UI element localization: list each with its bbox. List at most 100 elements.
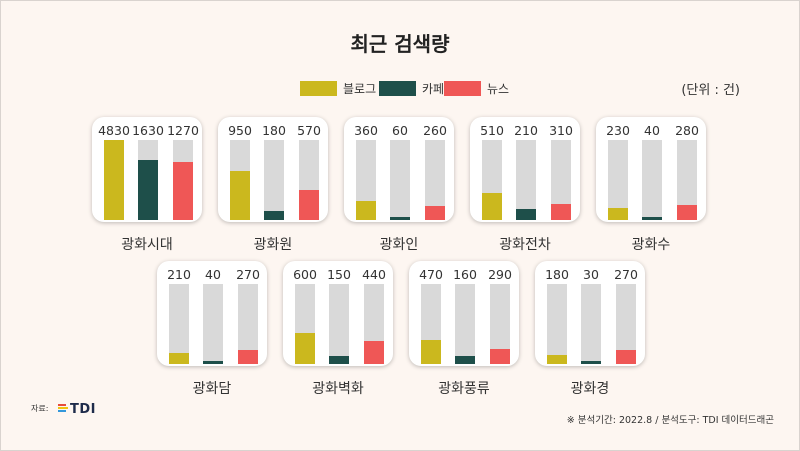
bar-track-cafe (581, 284, 601, 364)
bar-cafe (138, 160, 158, 220)
value-label-news: 310 (549, 123, 573, 138)
bar-news (677, 205, 697, 220)
bar-track-blog (547, 284, 567, 364)
bar-track-blog (230, 140, 250, 220)
bar-news (173, 162, 193, 220)
value-label-cafe: 160 (453, 267, 477, 282)
bar-track-blog (169, 284, 189, 364)
bar-blog (104, 140, 124, 220)
bar-track-news (616, 284, 636, 364)
logo-text: TDI (70, 402, 96, 417)
category-label: 광화인 (379, 237, 419, 253)
bar-blog (169, 353, 189, 364)
category-label: 광화담 (192, 381, 232, 397)
bar-cafe (390, 217, 410, 220)
value-label-news: 260 (423, 123, 447, 138)
bar-news (551, 204, 571, 220)
bar-blog (230, 171, 250, 220)
bar-blog (295, 333, 315, 364)
bar-track-cafe (516, 140, 536, 220)
bar-track-news (238, 284, 258, 364)
bar-cafe (642, 217, 662, 220)
bar-track-blog (608, 140, 628, 220)
value-label-cafe: 180 (262, 123, 286, 138)
bar-news (238, 350, 258, 364)
value-label-blog: 510 (480, 123, 504, 138)
value-label-blog: 360 (354, 123, 378, 138)
bar-track-cafe (390, 140, 410, 220)
bar-track-news (551, 140, 571, 220)
legend-swatch-news (444, 81, 481, 96)
bar-track-cafe (329, 284, 349, 364)
value-label-news: 270 (614, 267, 638, 282)
bar-cafe (203, 361, 223, 364)
value-label-blog: 600 (293, 267, 317, 282)
category-label: 광화시대 (121, 237, 173, 253)
legend-swatch-cafe (379, 81, 416, 96)
bar-cafe (581, 361, 601, 364)
bar-news (616, 350, 636, 364)
value-label-cafe: 40 (205, 267, 221, 282)
bar-blog (547, 355, 567, 364)
bar-cafe (264, 211, 284, 220)
logo-mark-icon (58, 404, 68, 414)
bar-track-cafe (203, 284, 223, 364)
bar-track-news (364, 284, 384, 364)
value-label-cafe: 40 (644, 123, 660, 138)
bar-track-blog (295, 284, 315, 364)
legend-swatch-blog (300, 81, 337, 96)
bar-cafe (329, 356, 349, 364)
bar-track-news (677, 140, 697, 220)
category-label: 광화원 (253, 237, 293, 253)
bar-track-blog (104, 140, 124, 220)
bar-track-cafe (264, 140, 284, 220)
bar-news (364, 341, 384, 364)
bar-track-cafe (138, 140, 158, 220)
legend-label-blog: 블로그 (343, 82, 377, 96)
category-label: 광화경 (570, 381, 610, 397)
value-label-news: 280 (675, 123, 699, 138)
value-label-cafe: 30 (583, 267, 599, 282)
bar-blog (482, 193, 502, 220)
value-label-blog: 210 (167, 267, 191, 282)
source-label: 자료: (31, 404, 49, 413)
bar-track-cafe (642, 140, 662, 220)
bar-news (425, 206, 445, 220)
bar-cafe (516, 209, 536, 220)
footnote: ※ 분석기간: 2022.8 / 분석도구: TDI 데이터드래곤 (566, 415, 774, 426)
category-label: 광화수 (631, 237, 671, 253)
bar-track-news (490, 284, 510, 364)
value-label-news: 440 (362, 267, 386, 282)
value-label-news: 570 (297, 123, 321, 138)
value-label-news: 1270 (167, 123, 199, 138)
bar-blog (608, 208, 628, 220)
category-label: 광화벽화 (312, 381, 364, 397)
legend-label-cafe: 카페 (422, 82, 445, 96)
value-label-blog: 4830 (98, 123, 130, 138)
bar-blog (356, 201, 376, 220)
bar-track-blog (421, 284, 441, 364)
value-label-blog: 180 (545, 267, 569, 282)
value-label-news: 290 (488, 267, 512, 282)
unit-label: (단위 : 건) (681, 83, 740, 98)
category-label: 광화풍류 (438, 381, 490, 397)
value-label-cafe: 1630 (132, 123, 164, 138)
bar-track-blog (482, 140, 502, 220)
bar-track-news (425, 140, 445, 220)
value-label-cafe: 210 (514, 123, 538, 138)
category-label: 광화전차 (499, 237, 551, 253)
value-label-blog: 230 (606, 123, 630, 138)
chart-title: 최근 검색량 (350, 32, 450, 56)
tdi-logo: TDI (58, 402, 108, 423)
bar-news (490, 349, 510, 364)
value-label-cafe: 60 (392, 123, 408, 138)
bar-track-news (299, 140, 319, 220)
value-label-cafe: 150 (327, 267, 351, 282)
bar-blog (421, 340, 441, 364)
value-label-blog: 470 (419, 267, 443, 282)
legend-label-news: 뉴스 (487, 82, 510, 96)
value-label-news: 270 (236, 267, 260, 282)
value-label-blog: 950 (228, 123, 252, 138)
bar-news (299, 190, 319, 220)
bar-cafe (455, 356, 475, 364)
